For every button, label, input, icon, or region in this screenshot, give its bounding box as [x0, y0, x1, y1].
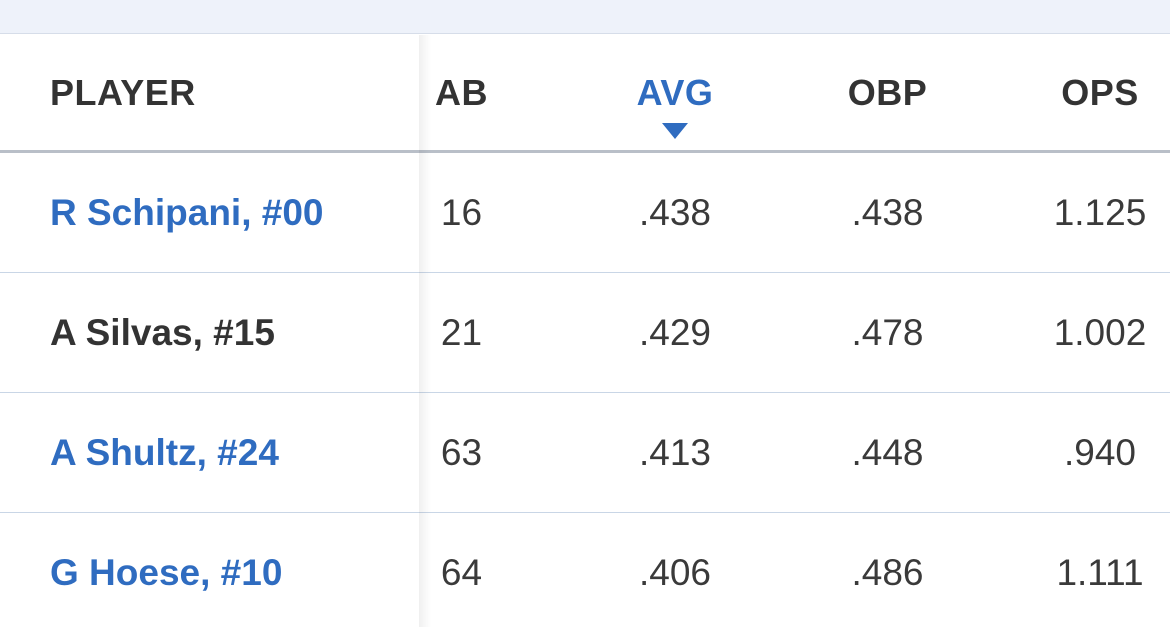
top-strip: [0, 0, 1170, 34]
player-cell: A Silvas, #15: [50, 273, 410, 392]
header-ops[interactable]: OPS: [1061, 71, 1139, 113]
header-ab[interactable]: AB: [435, 71, 488, 113]
ab-cell: 63: [440, 431, 483, 473]
player-link[interactable]: A Shultz, #24: [50, 431, 279, 473]
player-link[interactable]: R Schipani, #00: [50, 191, 324, 233]
table-row: A Shultz, #24 63 .413 .448 .940: [0, 393, 1170, 513]
ab-cell: 21: [440, 311, 483, 353]
ops-cell: .940: [1063, 431, 1136, 473]
ops-cell: 1.125: [1053, 191, 1147, 233]
avg-cell: .429: [638, 311, 711, 353]
avg-cell: .406: [638, 552, 711, 593]
player-cell: G Hoese, #10: [50, 513, 410, 627]
table-row: G Hoese, #10 64 .406 .486 1.111: [0, 513, 1170, 627]
header-obp[interactable]: OBP: [847, 71, 928, 113]
ab-cell: 64: [440, 552, 483, 593]
obp-cell: .478: [851, 311, 924, 353]
table-header-row: PLAYER AB AVG OBP OPS: [0, 35, 1170, 153]
player-cell: R Schipani, #00: [50, 153, 410, 272]
header-player[interactable]: PLAYER: [50, 71, 196, 113]
header-avg-label: AVG: [636, 71, 714, 113]
header-avg[interactable]: AVG: [610, 35, 740, 150]
player-link[interactable]: G Hoese, #10: [50, 552, 283, 593]
table-row: A Silvas, #15 21 .429 .478 1.002: [0, 273, 1170, 393]
avg-cell: .413: [638, 431, 711, 473]
obp-cell: .438: [851, 191, 924, 233]
obp-cell: .448: [851, 431, 924, 473]
avg-cell: .438: [638, 191, 711, 233]
table-row: R Schipani, #00 16 .438 .438 1.125: [0, 153, 1170, 273]
obp-cell: .486: [851, 552, 924, 593]
ops-cell: 1.111: [1056, 552, 1144, 593]
sort-down-arrow-icon: [662, 123, 688, 139]
stats-table: PLAYER AB AVG OBP OPS R Schipani, #00 16…: [0, 35, 1170, 627]
ops-cell: 1.002: [1053, 311, 1147, 353]
ab-cell: 16: [440, 191, 483, 233]
player-name: A Silvas, #15: [50, 311, 275, 353]
player-cell: A Shultz, #24: [50, 393, 410, 512]
